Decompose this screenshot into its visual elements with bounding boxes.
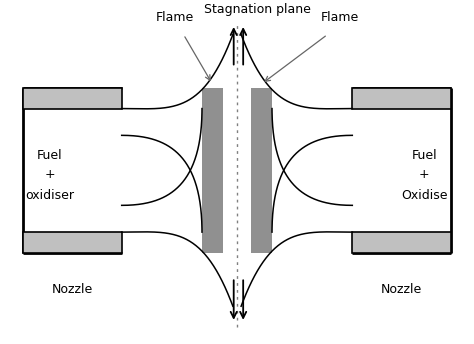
Bar xyxy=(23,232,122,253)
Bar xyxy=(251,88,272,253)
Bar xyxy=(202,88,223,253)
Bar xyxy=(23,88,122,109)
Text: +: + xyxy=(44,168,55,181)
Bar xyxy=(352,232,451,253)
Text: oxidiser: oxidiser xyxy=(25,189,74,202)
Text: Fuel: Fuel xyxy=(37,149,63,162)
Text: Nozzle: Nozzle xyxy=(381,283,422,296)
Text: Fuel: Fuel xyxy=(411,149,437,162)
Bar xyxy=(352,88,451,109)
Text: Oxidise: Oxidise xyxy=(401,189,447,202)
Text: Stagnation plane: Stagnation plane xyxy=(204,3,311,16)
Text: Flame: Flame xyxy=(156,11,194,24)
Text: Nozzle: Nozzle xyxy=(52,283,93,296)
Text: Flame: Flame xyxy=(321,11,359,24)
Text: +: + xyxy=(419,168,430,181)
